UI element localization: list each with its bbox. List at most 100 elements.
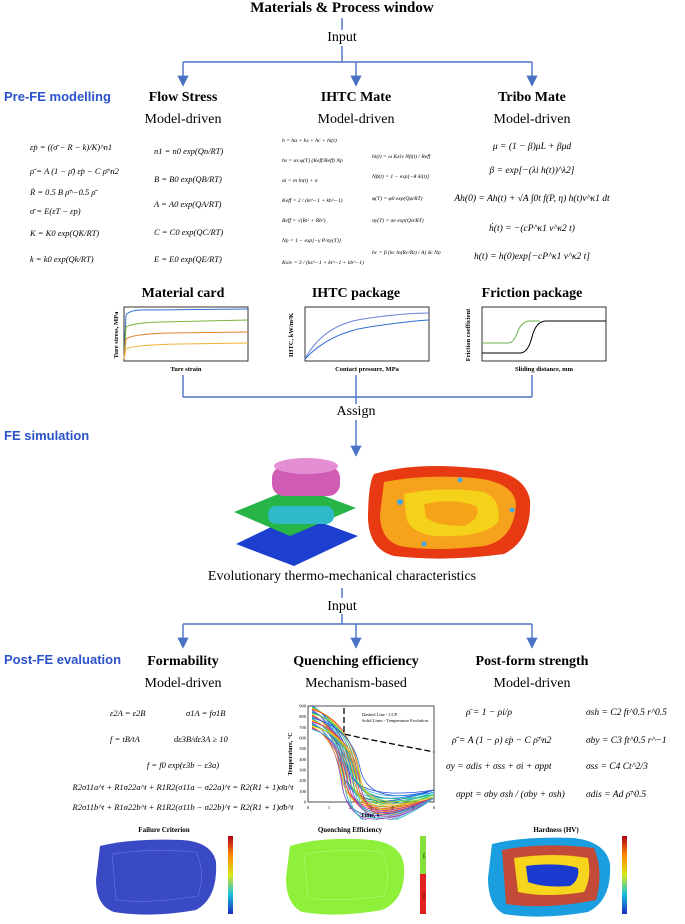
x-tick-label: 6: [433, 805, 436, 810]
x-tick-label: 5: [412, 805, 415, 810]
material-card-title: Material card: [141, 286, 225, 301]
quench-ylabel: Temperature, °C: [287, 732, 294, 775]
x-tick-label: 3: [370, 805, 373, 810]
strength-eq-4: σby = C3 ft^0.5 r^−1: [586, 736, 667, 746]
strength-eq-1: ρ̄ = 1 − ρi/ρ: [466, 708, 513, 718]
ihtc-eq-6: Np = 1 − exp[−γ P/σy(T)]: [282, 238, 342, 244]
cool-spot: [397, 499, 403, 505]
y-tick-label: 800: [299, 714, 307, 719]
temperature-curve: [311, 728, 435, 813]
flow-eq-r3: A = A0 exp(QA/RT): [154, 199, 222, 209]
plot-frame: [123, 306, 249, 362]
ihtc-eq-r1: hi(t) = ω Kxiv Nβ(t) / Reff: [372, 154, 431, 160]
input-label-2: Input: [327, 599, 357, 614]
tribo-eq-4: ḣ(t) = −(cP^κ1 v^κ2 t): [489, 224, 575, 234]
temperature-curve: [311, 720, 435, 810]
temperature-curve: [311, 727, 435, 809]
curve-2: [304, 319, 430, 360]
flow-eq-3: Ṙ = 0.5 B ρ̄^−0.5 ρ̄̇: [30, 187, 96, 197]
temperature-curve: [311, 718, 435, 802]
contour-band-3: [424, 501, 478, 526]
fe-temperature-contour: [368, 466, 531, 559]
ihtc-eq-r5: hc = β (kc ln(Rc/Rt) / A) δc Np: [372, 250, 441, 256]
ihtc-eq-4: Keff = 2 / (kt^−1 + kb^−1): [282, 198, 343, 204]
form-eq-7: R2σ11b^t + R1σ22b^t + R1R2(σ11b − σ22b)^…: [72, 802, 294, 812]
x-tick-label: 1: [328, 805, 330, 810]
curve-1: [482, 320, 606, 354]
form-eq-3: f = tB/tA: [110, 734, 140, 744]
temperature-curve: [311, 729, 435, 816]
y-tick-label: 300: [299, 768, 307, 773]
section-pre-fe: Pre-FE modelling: [4, 89, 111, 104]
flow-eq-r2: B = B0 exp(QB/RT): [154, 174, 222, 184]
ihtc-eq-5: Reff = √(Rt² + Rb²): [282, 218, 326, 224]
quench-contour-label: Quenching Efficiency: [318, 826, 383, 834]
evolutionary-label: Evolutionary thermo-mechanical character…: [207, 569, 477, 584]
flow-eq-5: K = K0 exp(QK/RT): [30, 228, 100, 238]
section-fe-simulation: FE simulation: [4, 428, 90, 443]
y-tick-label: 200: [299, 778, 307, 783]
ihtc-subtitle: Model-driven: [317, 112, 395, 127]
material-ylabel: Ture stress, MPa: [113, 311, 120, 358]
temperature-curve: [311, 716, 435, 819]
punch-top: [274, 458, 338, 474]
part-outline: [96, 839, 217, 915]
x-tick-label: 4: [391, 805, 394, 810]
form-eq-6: R2σ11a^t + R1σ22a^t + R1R2(σ11a − σ22a)^…: [72, 782, 294, 792]
strength-eq-6: σss = C4 Ct^2/3: [586, 762, 648, 772]
bar-fail-label: Fail: [422, 893, 426, 898]
temperature-curve: [311, 727, 435, 811]
input-label: Input: [323, 30, 361, 46]
ccp-dashed-line: [343, 708, 435, 753]
flow-eq-2: ρ̄̇ = A (1 − ρ̄) ε̇p − C ρ̄^n2: [30, 166, 119, 176]
ihtc-ylabel: IHTC, kW/m²K: [288, 313, 295, 357]
form-eq-2: σ1A = fσ1B: [186, 708, 226, 718]
temperature-curve: [311, 723, 435, 819]
part-outline: [286, 838, 405, 915]
flow-eq-r4: C = C0 exp(QC/RT): [154, 227, 224, 237]
flow-eq-6: k = k0 exp(Qk/RT): [30, 254, 94, 264]
failure-criterion-contour: Failure Criterion: [96, 826, 233, 915]
holder: [268, 506, 334, 524]
tribo-subtitle: Model-driven: [493, 112, 571, 127]
fe-assembly-model: [234, 458, 358, 566]
colorbar: [228, 836, 233, 914]
ihtc-eq-r3: φ(T) = φ0 exp(Qφ/RT): [372, 196, 423, 202]
part-feature: [303, 850, 388, 900]
flow-eq-1: ε̇p = ((σ̄ − R − k)/K)^n1: [30, 142, 113, 152]
ihtc-eq-2: hs = αs φ(T) (Keff/Reff) Np: [282, 158, 343, 164]
y-tick-label: 600: [299, 736, 307, 741]
tribo-eq-3: Ah(0) = Ah(t) + √A ∫0t f(P, η) h(t)v^κ1 …: [454, 194, 610, 204]
material-card-plot: Ture stress, MPa Ture strain: [113, 306, 249, 373]
cool-spot: [421, 541, 427, 547]
strength-eq-5: σy = σdis + σss + σi + σppt: [446, 762, 552, 772]
quench-xlabel: Time, s: [361, 813, 380, 819]
ihtc-eq-r4: σy(T) = σe exp(Qσ/RT): [372, 218, 424, 224]
colorbar-safe: [420, 836, 426, 874]
ihtc-eq-7: Kxiv = 3 / (kx^−1 + kt^−1 + kb^−1): [282, 260, 364, 266]
strength-eq-7: σppt = σby σsh / (σby + σsh): [456, 790, 565, 800]
x-tick-label: 2: [349, 805, 351, 810]
y-tick-label: 400: [299, 757, 307, 762]
ihtc-package-title: IHTC package: [311, 286, 401, 301]
strength-eq-2: σsh = C2 ft^0.5 r^0.5: [586, 708, 667, 718]
page-title: Materials & Process window: [250, 0, 434, 16]
y-tick-label: 700: [299, 725, 307, 730]
bar-safe-label: Safe: [422, 853, 426, 860]
x-tick-label: 0: [307, 805, 310, 810]
strength-title: Post-form strength: [475, 654, 589, 669]
punch: [272, 466, 340, 496]
ihtc-title: IHTC Mate: [320, 90, 392, 105]
tribo-title: Tribo Mate: [498, 90, 566, 105]
temperature-curve: [311, 726, 435, 805]
friction-package-plot: Friction coefficient Sliding distance, m…: [465, 306, 607, 373]
tribo-eq-1: μ = (1 − β)μL + βμd: [492, 142, 572, 152]
y-tick-label: 500: [299, 746, 307, 751]
flow-eq-r1: n1 = n0 exp(Qn/RT): [154, 146, 224, 156]
strength-eq-8: σdis = Ad ρ̄^0.5: [586, 790, 647, 800]
formability-title: Formability: [147, 654, 219, 669]
legend-solid: Solid Lines - Temperature Evolution: [362, 718, 429, 723]
quenching-title: Quenching efficiency: [293, 654, 419, 669]
tribo-eq-5: h(t) = h(0)exp[−cP^κ1 v^κ2 t]: [474, 252, 590, 262]
